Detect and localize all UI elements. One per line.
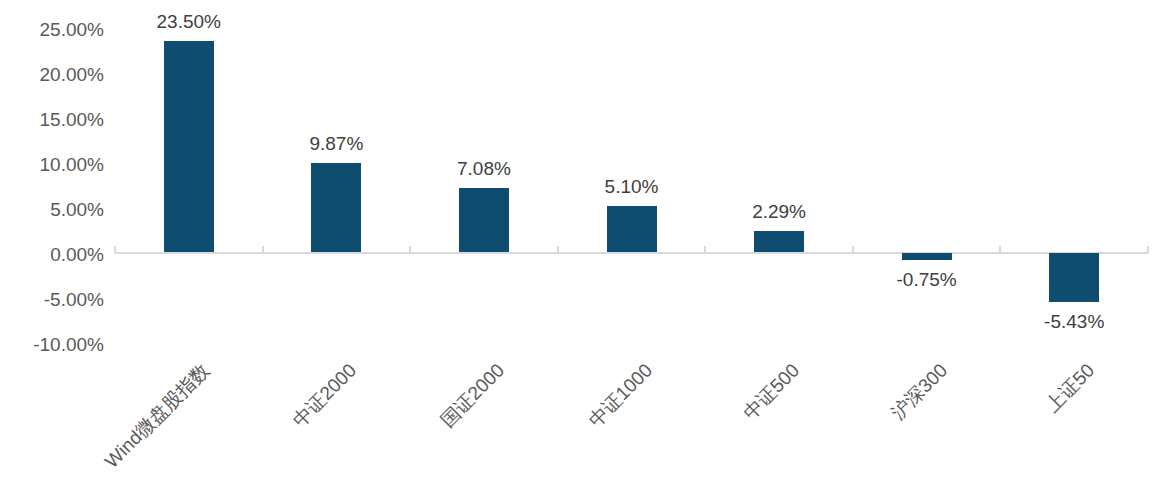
- bar-5: [754, 231, 804, 252]
- x-axis-line: [115, 252, 1148, 254]
- bar-1: [164, 41, 214, 253]
- x-axis-tick: [262, 246, 264, 253]
- y-axis-tick-label: 15.00%: [8, 109, 104, 131]
- y-axis-tick-label: 25.00%: [8, 19, 104, 41]
- bar-4: [607, 206, 657, 252]
- x-axis-tick: [704, 246, 706, 253]
- y-axis-tick-label: -10.00%: [8, 334, 104, 356]
- y-axis-tick-label: 10.00%: [8, 154, 104, 176]
- bar-value-label: 23.50%: [129, 11, 249, 33]
- x-axis-tick: [557, 246, 559, 253]
- bar-value-label: 9.87%: [276, 133, 396, 155]
- x-axis-tick: [409, 246, 411, 253]
- bar-value-label: -0.75%: [867, 269, 987, 291]
- y-axis-tick-label: 5.00%: [8, 199, 104, 221]
- y-axis-tick-label: -5.00%: [8, 289, 104, 311]
- x-axis-category-label: 中证500: [738, 358, 806, 426]
- bar-value-label: 2.29%: [719, 201, 839, 223]
- y-axis-tick-label: 20.00%: [8, 64, 104, 86]
- x-axis-tick: [852, 246, 854, 253]
- x-axis-category-label: 中证1000: [583, 358, 658, 433]
- bar-value-label: -5.43%: [1014, 311, 1134, 333]
- x-axis-category-label: Wind微盘股指数: [99, 358, 215, 474]
- y-axis-tick-label: 0.00%: [8, 244, 104, 266]
- bar-6: [902, 253, 952, 260]
- x-axis-tick: [1147, 246, 1149, 253]
- bar-2: [311, 163, 361, 252]
- x-axis-tick: [999, 246, 1001, 253]
- x-axis-tick: [114, 246, 116, 253]
- bar-value-label: 5.10%: [572, 176, 692, 198]
- bar-3: [459, 188, 509, 252]
- bar-7: [1049, 253, 1099, 302]
- x-axis-category-label: 上证50: [1040, 358, 1100, 418]
- x-axis-category-label: 沪深300: [885, 358, 953, 426]
- bar-chart: 25.00% 20.00% 15.00% 10.00% 5.00% 0.00% -5.00%…: [0, 0, 1164, 492]
- x-axis-category-label: 国证2000: [435, 358, 510, 433]
- bar-value-label: 7.08%: [424, 158, 544, 180]
- x-axis-category-label: 中证2000: [288, 358, 363, 433]
